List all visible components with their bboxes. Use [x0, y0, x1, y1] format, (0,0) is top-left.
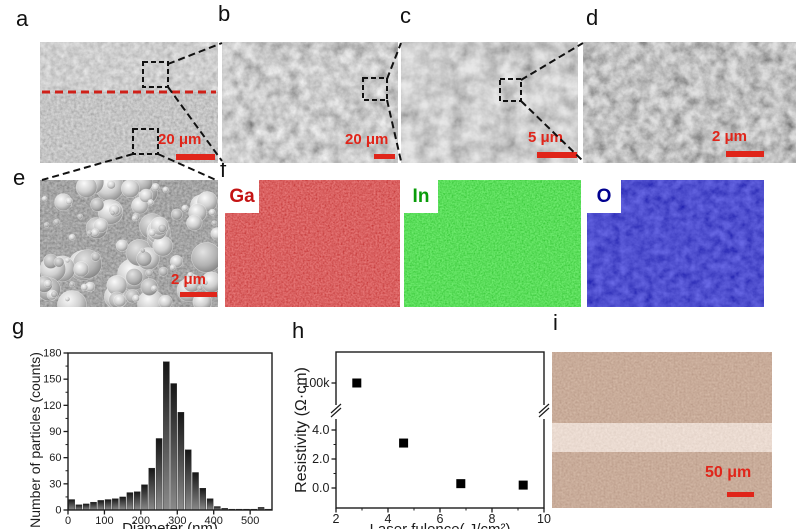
sem-texture-d: [583, 42, 796, 163]
svg-text:0: 0: [55, 505, 61, 517]
svg-text:200: 200: [132, 515, 150, 527]
scale-bar-label-b: 20 μm: [345, 131, 389, 148]
optical-image-i: 50 μm: [552, 352, 772, 508]
svg-text:2.0: 2.0: [312, 452, 329, 466]
svg-text:90: 90: [49, 426, 61, 438]
scale-bar-d: [726, 151, 764, 157]
svg-text:6: 6: [437, 512, 444, 526]
scale-bar-i: [727, 492, 754, 497]
scale-bar-e: [180, 292, 217, 297]
panel-label-a: a: [16, 6, 29, 31]
panel-label-i: i: [553, 310, 558, 335]
panel-label-d: d: [586, 5, 599, 30]
eds-label-box-o: O: [587, 180, 621, 213]
scale-bar-b: [374, 154, 395, 159]
resistivity-scatter-chart: 2 4 6 8 10 0.0 2.0 4.0 100k Laser fulence( J/cm²)…: [293, 351, 551, 529]
sem-image-e-particles: 2 μm: [40, 180, 218, 307]
svg-text:0: 0: [65, 515, 71, 527]
svg-text:2: 2: [333, 512, 340, 526]
svg-text:100: 100: [95, 515, 113, 527]
svg-text:Laser fulence( J/cm²): Laser fulence( J/cm²): [370, 521, 511, 529]
svg-text:4: 4: [385, 512, 392, 526]
eds-label-box-ga: Ga: [225, 180, 259, 213]
panel-label-c: c: [400, 3, 411, 28]
scale-bar-label-d: 2 μm: [712, 128, 748, 145]
panel-label-b: b: [218, 1, 231, 26]
panel-label-g: g: [12, 314, 25, 339]
scale-bar-label-i: 50 μm: [705, 464, 752, 481]
eds-element-ga: Ga: [229, 186, 255, 207]
scale-bar-a: [176, 154, 215, 160]
svg-text:Diameter (nm): Diameter (nm): [122, 520, 218, 529]
svg-text:8: 8: [489, 512, 496, 526]
eds-map-in: In: [404, 180, 581, 307]
sem-image-d: 2 μm: [583, 42, 796, 163]
svg-text:Number of particles (counts): Number of particles (counts): [30, 352, 43, 528]
scale-bar-c: [537, 152, 577, 158]
svg-text:30: 30: [49, 478, 61, 490]
scale-bar-label-a: 20 μm: [158, 131, 202, 148]
svg-text:150: 150: [43, 374, 61, 386]
sem-image-c: 5 μm: [401, 42, 578, 163]
eds-map-o: O: [587, 180, 764, 307]
eds-map-ga: Ga: [225, 180, 400, 307]
eds-label-box-in: In: [404, 180, 438, 213]
svg-text:4.0: 4.0: [312, 423, 329, 437]
sem-image-b: 20 μm: [222, 42, 398, 163]
sem-texture-b: [222, 42, 398, 163]
svg-text:400: 400: [205, 515, 223, 527]
svg-text:0.0: 0.0: [312, 481, 329, 495]
svg-text:300: 300: [168, 515, 186, 527]
svg-text:60: 60: [49, 452, 61, 464]
eds-element-in: In: [412, 186, 430, 207]
svg-text:120: 120: [43, 400, 61, 412]
svg-text:500: 500: [241, 515, 259, 527]
particle-size-histogram: 0 100 200 300 400 500 0 30 60 90 120 150 180 Diameter…: [30, 348, 273, 529]
svg-text:180: 180: [43, 348, 61, 360]
panel-label-h: h: [292, 318, 305, 343]
optical-texture-i: [552, 352, 772, 508]
eds-element-o: O: [596, 186, 612, 207]
scale-bar-label-c: 5 μm: [528, 129, 564, 146]
svg-text:100k: 100k: [302, 376, 330, 390]
scale-bar-label-e: 2 μm: [171, 271, 207, 288]
panel-label-e: e: [13, 165, 26, 190]
svg-text:Resistivity (Ω·cm): Resistivity (Ω·cm): [293, 367, 310, 493]
svg-text:10: 10: [537, 512, 551, 526]
sem-texture-e: [40, 180, 218, 307]
panel-label-f: f: [220, 157, 227, 182]
sem-image-a: 20 μm: [40, 42, 218, 163]
